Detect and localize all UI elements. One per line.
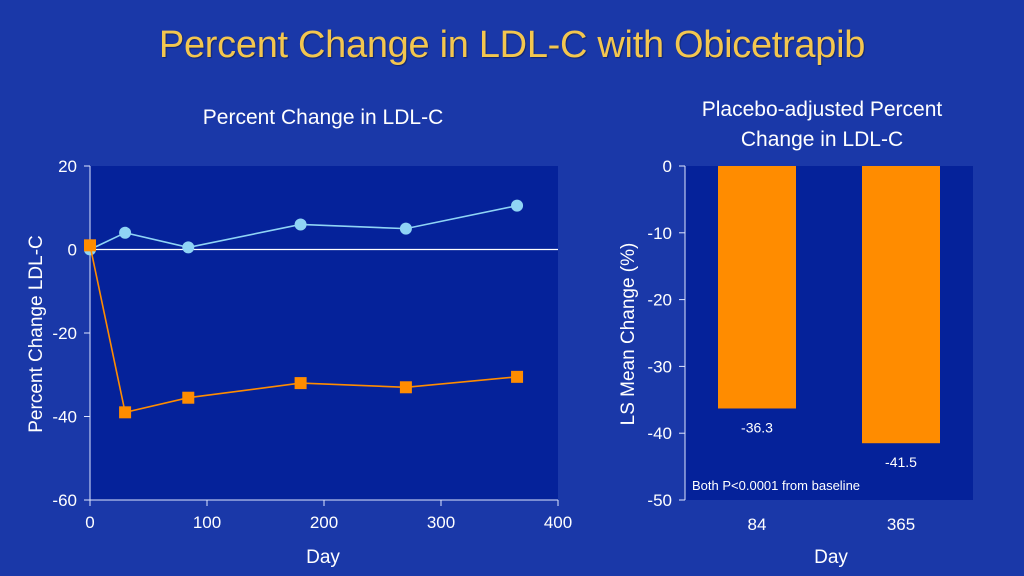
bar-y-tick-label: -10	[647, 224, 672, 243]
bar-value-labels: -36.3 -41.5	[741, 419, 917, 470]
line-y-tick-label: 20	[58, 157, 77, 176]
line-y-tick-label: 0	[68, 241, 77, 260]
placebo-point	[182, 241, 195, 254]
line-x-tick-label: 300	[427, 513, 455, 532]
obicetrapib-point	[399, 381, 412, 394]
bar-y-tick-label: -30	[647, 357, 672, 376]
placebo-point	[511, 199, 524, 212]
bar-day-84	[718, 166, 796, 409]
bar-chart-x-label: Day	[814, 547, 848, 568]
bar-y-tick-label: -50	[647, 491, 672, 510]
line-chart: Percent Change in LDL-C 20 0 -20 -40 -60…	[26, 106, 572, 568]
bar-value-label: -41.5	[885, 454, 917, 470]
placebo-point	[399, 222, 412, 235]
bar-tick-marks	[679, 165, 685, 501]
bar-y-tick-label: 0	[663, 157, 672, 176]
bar-day-365	[862, 166, 940, 444]
line-x-tick-labels: 0 100 200 300 400	[85, 513, 572, 532]
line-x-tick-label: 0	[85, 513, 94, 532]
line-x-tick-label: 200	[310, 513, 338, 532]
line-chart-title: Percent Change in LDL-C	[203, 106, 443, 129]
significance-note: Both P<0.0001 from baseline	[692, 478, 860, 493]
bar-group	[718, 166, 940, 444]
slide-title: Percent Change in LDL-C with Obicetrapib	[158, 24, 866, 66]
obicetrapib-series-line	[89, 245, 518, 414]
placebo-point	[294, 218, 307, 231]
line-y-tick-labels: 20 0 -20 -40 -60	[52, 157, 77, 510]
obicetrapib-point	[294, 377, 307, 390]
bar-y-tick-labels: 0 -10 -20 -30 -40 -50	[647, 157, 672, 510]
bar-chart-title-line: Placebo-adjusted Percent	[702, 98, 943, 121]
bar-x-tick-labels: 84 365	[748, 515, 916, 534]
bar-chart: Placebo-adjusted Percent Change in LDL-C…	[618, 98, 973, 568]
line-chart-plot-area	[90, 166, 558, 500]
line-x-tick-label: 400	[544, 513, 572, 532]
line-x-tick-label: 100	[193, 513, 221, 532]
obicetrapib-point	[119, 406, 132, 419]
placebo-series-line	[89, 204, 518, 251]
line-tick-marks	[84, 165, 559, 506]
bar-chart-title-line: Change in LDL-C	[741, 128, 903, 151]
bar-x-category-label: 84	[748, 515, 767, 534]
line-chart-y-label: Percent Change LDL-C	[26, 235, 47, 433]
line-series-group	[84, 199, 524, 419]
obicetrapib-point	[84, 239, 96, 252]
bar-x-category-label: 365	[887, 515, 915, 534]
bar-value-label: -36.3	[741, 419, 773, 435]
line-y-tick-label: -40	[52, 408, 77, 427]
placebo-point	[119, 226, 132, 239]
line-chart-x-label: Day	[306, 547, 340, 568]
bar-y-tick-label: -20	[647, 291, 672, 310]
bar-chart-y-label: LS Mean Change (%)	[618, 243, 639, 426]
bar-y-tick-label: -40	[647, 424, 672, 443]
obicetrapib-point	[182, 391, 195, 404]
obicetrapib-point	[511, 370, 524, 383]
line-y-tick-label: -60	[52, 491, 77, 510]
line-y-tick-label: -20	[52, 324, 77, 343]
